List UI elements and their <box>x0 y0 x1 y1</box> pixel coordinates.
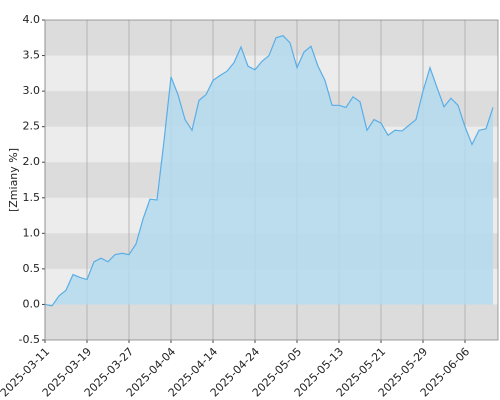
grid-band <box>45 304 498 340</box>
y-tick-label: 0.0 <box>23 297 41 310</box>
area <box>45 35 493 306</box>
y-tick-label: 1.0 <box>23 226 41 239</box>
y-tick-label: 2.0 <box>23 155 41 168</box>
y-tick-label: 3.5 <box>23 49 41 62</box>
y-tick-label: 0.5 <box>23 262 41 275</box>
plot-border <box>44 19 499 341</box>
y-tick-label: 2.5 <box>23 120 41 133</box>
line <box>44 34 494 307</box>
y-axis-label: [Zmiany %] <box>7 148 20 212</box>
y-tick-label: 4.0 <box>23 13 41 26</box>
y-tick-label: 3.0 <box>23 84 41 97</box>
y-tick-label: 1.5 <box>23 191 41 204</box>
y-tick-label: -0.5 <box>19 333 40 346</box>
